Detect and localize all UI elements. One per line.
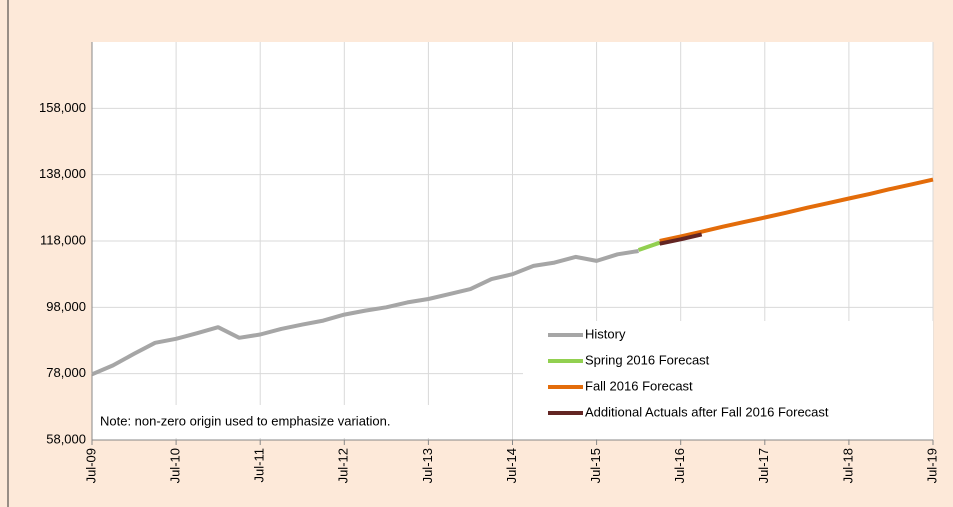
legend-label: Additional Actuals after Fall 2016 Forec… [585, 404, 829, 419]
x-tick-label: Jul-14 [504, 448, 519, 483]
x-tick-label: Jul-19 [924, 448, 939, 483]
series-line [91, 249, 639, 377]
series-line [659, 177, 934, 243]
y-tick-label: 118,000 [40, 232, 86, 247]
y-tick-label: 138,000 [39, 166, 86, 181]
y-tick-label: 78,000 [46, 365, 86, 380]
series-line [659, 232, 703, 246]
legend-label: Spring 2016 Forecast [585, 352, 710, 367]
x-tick-label: Jul-12 [336, 448, 351, 483]
annotation: Note: non-zero origin used to emphasize … [100, 413, 391, 428]
x-tick-label: Jul-11 [252, 448, 267, 482]
y-tick-label: 158,000 [39, 100, 86, 115]
x-tick-label: Jul-10 [168, 448, 183, 483]
x-tick-label: Jul-15 [588, 448, 603, 483]
y-tick-label: 58,000 [46, 431, 86, 446]
x-tick-label: Jul-16 [672, 448, 687, 483]
x-tick-label: Jul-17 [756, 448, 771, 483]
series-line [637, 240, 661, 252]
x-tick-label: Jul-13 [420, 448, 435, 483]
legend-label: Fall 2016 Forecast [585, 378, 693, 393]
y-tick-label: 98,000 [46, 299, 86, 314]
legend-box [523, 321, 933, 439]
legend-label: History [585, 326, 626, 341]
x-tick-label: Jul-09 [83, 448, 98, 483]
x-tick-label: Jul-18 [840, 448, 855, 483]
annotation-box [94, 405, 479, 438]
